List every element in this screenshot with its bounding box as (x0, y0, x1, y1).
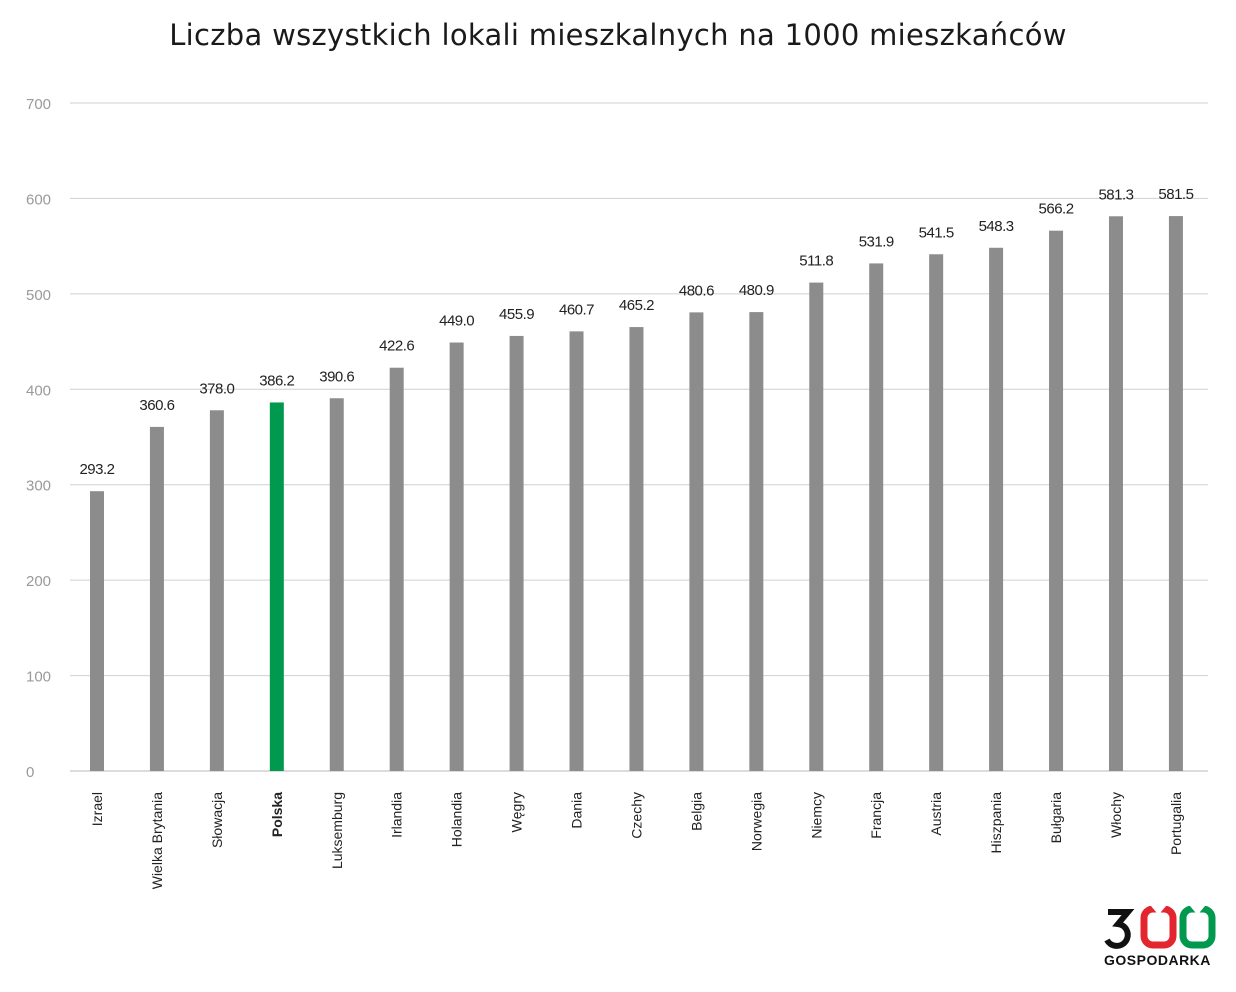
y-tick-label: 500 (26, 287, 51, 304)
value-label: 455.9 (499, 306, 534, 323)
value-label: 378.0 (199, 380, 234, 397)
x-tick-label: Luksemburg (329, 792, 345, 869)
bar-2 (209, 410, 224, 771)
y-tick-label: 700 (26, 96, 51, 113)
bar-1 (149, 426, 164, 771)
bar-6 (449, 342, 464, 771)
value-label: 460.7 (559, 301, 594, 318)
x-tick-label: Wielka Brytania (149, 792, 165, 889)
value-label: 566.2 (1039, 201, 1074, 218)
bar-0 (90, 491, 104, 771)
bar-8 (569, 331, 584, 771)
x-tick-label: Francja (868, 792, 884, 839)
gospodarka-logo: GOSPODARKA (1104, 905, 1216, 970)
bars (90, 216, 1183, 772)
y-tick-label: 400 (26, 382, 51, 399)
bar-4 (329, 398, 344, 771)
y-tick-label: 0 (26, 764, 34, 781)
x-tick-label: Izrael (89, 792, 105, 826)
y-tick-label: 100 (26, 669, 51, 686)
value-label: 386.2 (259, 372, 294, 389)
value-label: 480.6 (679, 282, 714, 299)
bar-10 (689, 312, 704, 771)
value-label: 480.9 (739, 282, 774, 299)
bar-18 (1168, 216, 1183, 771)
x-tick-label: Niemcy (808, 792, 824, 839)
x-tick-label: Hiszpania (988, 792, 1004, 854)
value-label: 581.5 (1158, 186, 1193, 203)
x-tick-label: Portugalia (1168, 792, 1184, 855)
value-label: 390.6 (319, 368, 354, 385)
bar-17 (1108, 216, 1123, 772)
value-label: 449.0 (439, 313, 474, 330)
value-label: 465.2 (619, 297, 654, 314)
bar-7 (509, 335, 524, 771)
x-tick-label: Włochy (1108, 792, 1124, 838)
value-label: 511.8 (799, 253, 833, 270)
x-tick-label: Belgia (688, 792, 704, 831)
chart-title: Liczba wszystkich lokali mieszkalnych na… (169, 18, 1067, 52)
x-tick-label: Holandia (449, 792, 465, 847)
x-tick-label: Austria (928, 792, 944, 836)
bar-13 (869, 263, 884, 771)
y-tick-label: 600 (26, 191, 51, 208)
value-label: 541.5 (919, 224, 954, 241)
bar-12 (809, 282, 824, 771)
logo-word: GOSPODARKA (1104, 952, 1211, 968)
x-tick-label: Czechy (628, 792, 644, 839)
x-tick-label: Polska (269, 792, 285, 837)
bar-15 (989, 247, 1004, 771)
y-axis-ticks: 0 100 200 300 400 500 600 700 (26, 96, 51, 781)
y-tick-label: 300 (26, 478, 51, 495)
value-label: 293.2 (79, 461, 114, 478)
bar-11 (749, 312, 764, 771)
x-tick-label: Irlandia (389, 792, 405, 838)
bar-5 (389, 367, 404, 771)
x-tick-label: Dania (569, 792, 585, 829)
bar-9 (629, 327, 644, 771)
value-label: 581.3 (1098, 186, 1133, 203)
bar-3 (269, 402, 284, 771)
x-axis-ticks: Izrael Wielka Brytania Słowacja Polska Lukse… (89, 792, 1184, 889)
x-tick-label: Słowacja (209, 792, 225, 848)
value-label: 548.3 (979, 218, 1014, 235)
value-label: 360.6 (139, 397, 174, 414)
x-tick-label: Norwegia (748, 792, 764, 851)
bar-14 (929, 254, 944, 772)
value-label: 422.6 (379, 338, 414, 355)
bar-16 (1049, 230, 1064, 772)
logo-300-icon (1104, 905, 1216, 949)
x-tick-label: Bułgaria (1048, 792, 1064, 844)
x-tick-label: Węgry (509, 792, 525, 832)
y-tick-label: 200 (26, 573, 51, 590)
value-labels: 293.2 360.6 378.0 386.2 390.6 422.6 449.0 455.9… (79, 186, 1194, 478)
value-label: 531.9 (859, 233, 894, 250)
